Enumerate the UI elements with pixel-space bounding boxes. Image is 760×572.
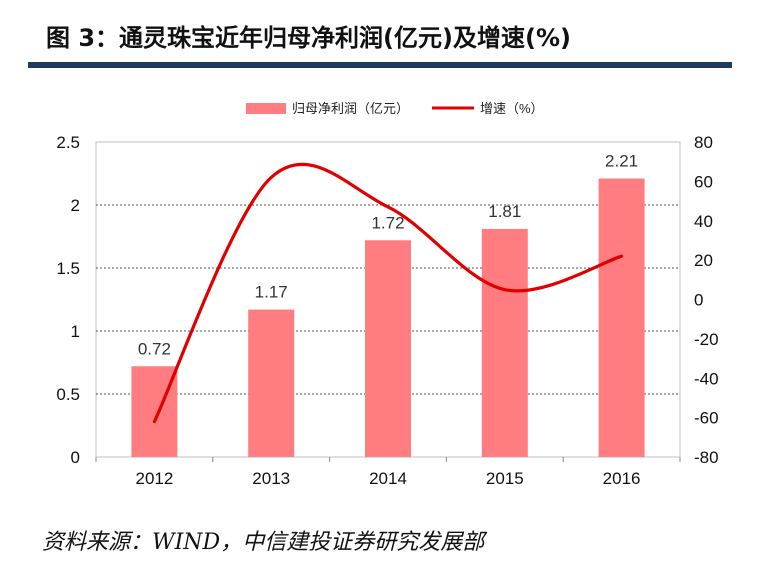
source-note: 资料来源：WIND，中信建投证券研究发展部 — [42, 530, 485, 555]
x-axis-tick-label: 2016 — [603, 469, 641, 488]
bar — [248, 309, 295, 457]
x-axis-tick-label: 2014 — [369, 469, 407, 488]
x-axis-tick-label: 2012 — [135, 469, 173, 488]
right-axis-tick-label: 40 — [694, 212, 713, 231]
growth-line — [152, 162, 624, 424]
bar-data-label: 1.81 — [488, 202, 521, 221]
left-axis-tick-label: 1 — [71, 322, 80, 341]
legend-label-bar: 归母净利润（亿元） — [292, 101, 409, 116]
x-axis-tick-label: 2013 — [252, 469, 290, 488]
right-axis-tick-label: -20 — [694, 330, 719, 349]
right-axis-tick-label: -40 — [694, 369, 719, 388]
bars: 0.72 1.17 1.72 1.81 2.21 — [131, 152, 645, 458]
left-axis-tick-label: 0 — [71, 448, 80, 467]
title-divider — [28, 62, 732, 68]
left-axis-tick-label: 1.5 — [56, 259, 80, 278]
bar-data-label: 2.21 — [605, 152, 638, 171]
right-axis-tick-label: 80 — [694, 133, 713, 152]
legend-label-line: 增速（%） — [480, 101, 544, 116]
legend-swatch-bar — [246, 103, 286, 114]
bar — [481, 228, 528, 457]
right-axis-tick-label: 0 — [694, 291, 703, 310]
right-axis-tick-label: -80 — [694, 448, 719, 467]
right-axis-tick-label: 20 — [694, 251, 713, 270]
legend: 归母净利润（亿元） 增速（%） — [246, 101, 544, 116]
axes: 0 0.5 1 1.5 2 2.5 -80 -60 -40 -20 0 20 40 60 80 2012 201… — [56, 133, 718, 488]
chart-title: 图 3：通灵珠宝近年归母净利润(亿元)及增速(%) — [46, 24, 571, 52]
left-axis-tick-label: 2 — [71, 196, 80, 215]
bar — [598, 178, 645, 458]
bar-data-label: 1.17 — [255, 283, 288, 302]
x-axis-tick-label: 2015 — [486, 469, 524, 488]
left-axis-tick-label: 0.5 — [56, 385, 80, 404]
right-axis-tick-label: 60 — [694, 172, 713, 191]
right-axis-tick-label: -60 — [694, 409, 719, 428]
bar-data-label: 0.72 — [138, 339, 171, 358]
bar-data-label: 1.72 — [371, 213, 404, 232]
growth-line-path — [152, 162, 624, 424]
bar — [365, 240, 411, 457]
left-axis-tick-label: 2.5 — [56, 133, 80, 152]
